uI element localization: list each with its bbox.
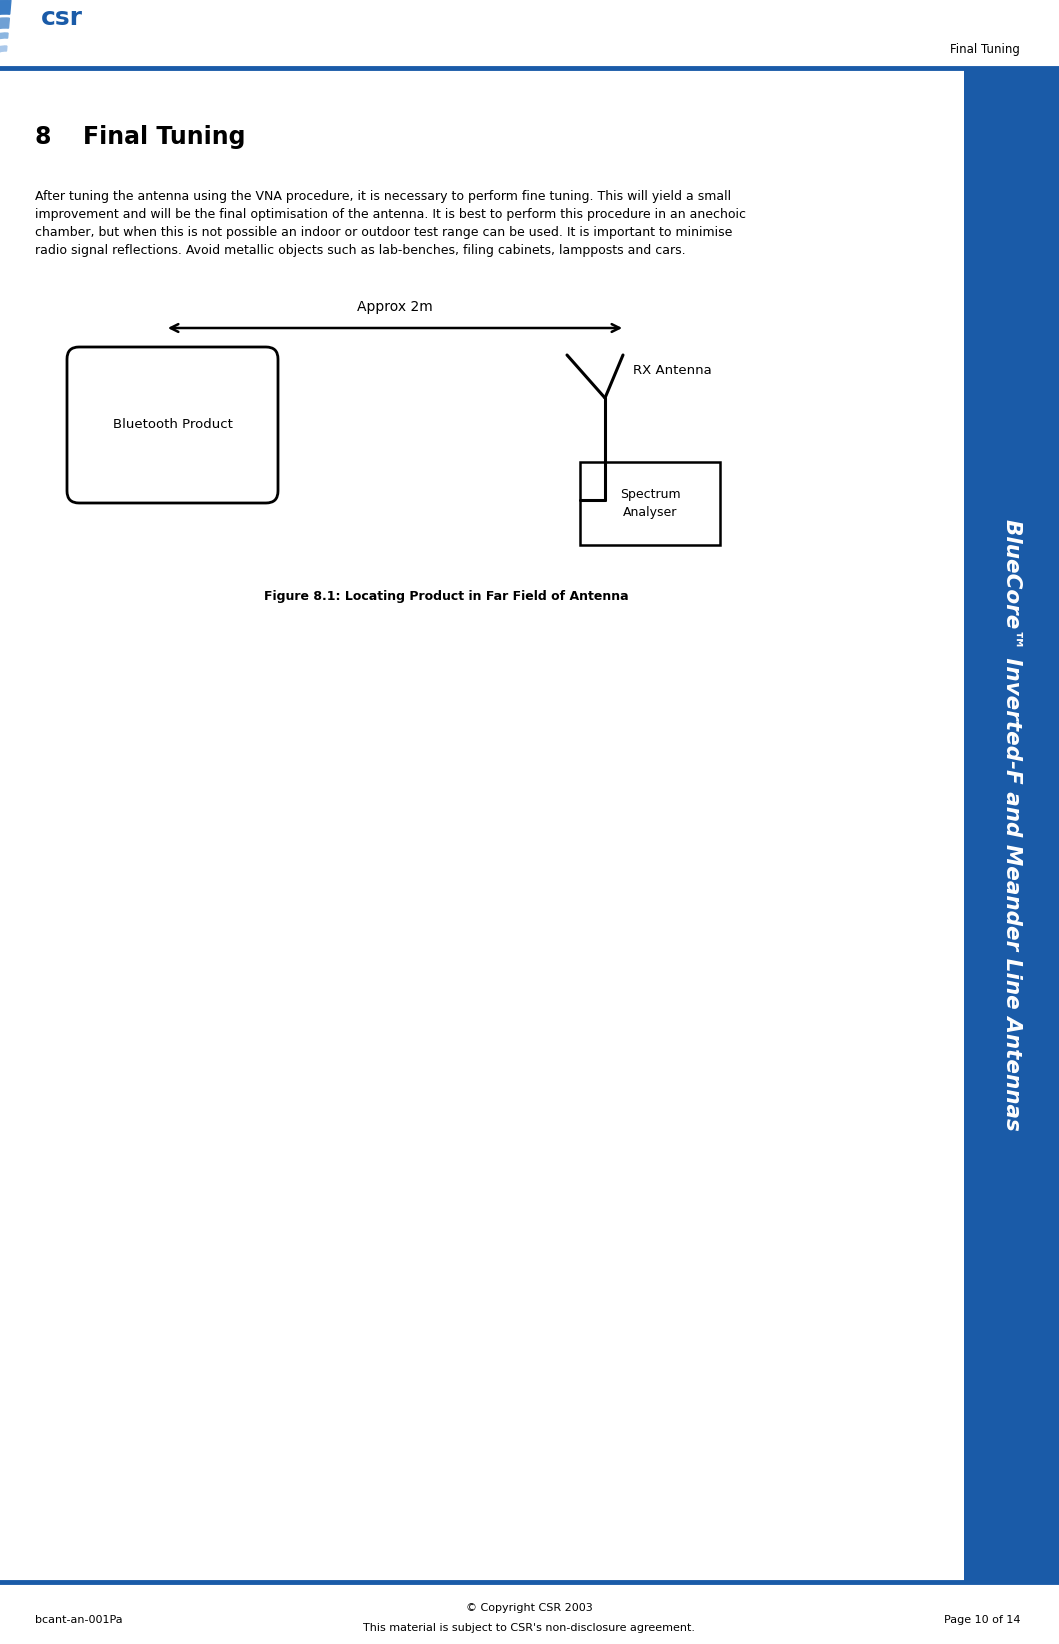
Text: improvement and will be the final optimisation of the antenna. It is best to per: improvement and will be the final optimi…: [35, 209, 746, 220]
Bar: [580, 462, 720, 546]
Text: Final Tuning: Final Tuning: [83, 125, 246, 150]
Wedge shape: [0, 0, 11, 62]
Wedge shape: [0, 46, 7, 66]
Text: Bluetooth Product: Bluetooth Product: [112, 419, 232, 431]
Text: © Copyright CSR 2003: © Copyright CSR 2003: [466, 1603, 592, 1613]
Wedge shape: [0, 18, 10, 64]
Text: This material is subject to CSR's non-disclosure agreement.: This material is subject to CSR's non-di…: [363, 1623, 695, 1632]
Text: 8: 8: [35, 125, 52, 150]
Text: csr: csr: [41, 7, 83, 30]
Text: BlueCore™ Inverted-F and Meander Line Antennas: BlueCore™ Inverted-F and Meander Line An…: [1002, 520, 1022, 1131]
Text: RX Antenna: RX Antenna: [633, 363, 712, 376]
Text: Approx 2m: Approx 2m: [357, 299, 433, 314]
Text: Page 10 of 14: Page 10 of 14: [944, 1614, 1020, 1624]
Wedge shape: [0, 0, 13, 62]
FancyBboxPatch shape: [67, 347, 279, 503]
Text: Figure 8.1: Locating Product in Far Field of Antenna: Figure 8.1: Locating Product in Far Fiel…: [264, 590, 629, 603]
Text: radio signal reflections. Avoid metallic objects such as lab-benches, filing cab: radio signal reflections. Avoid metallic…: [35, 243, 685, 256]
Text: Spectrum
Analyser: Spectrum Analyser: [620, 488, 680, 520]
Text: Final Tuning: Final Tuning: [950, 43, 1020, 56]
Text: bcant-an-001Pa: bcant-an-001Pa: [35, 1614, 123, 1624]
Text: After tuning the antenna using the VNA procedure, it is necessary to perform fin: After tuning the antenna using the VNA p…: [35, 191, 731, 202]
Text: chamber, but when this is not possible an indoor or outdoor test range can be us: chamber, but when this is not possible a…: [35, 225, 733, 238]
Wedge shape: [0, 33, 8, 66]
